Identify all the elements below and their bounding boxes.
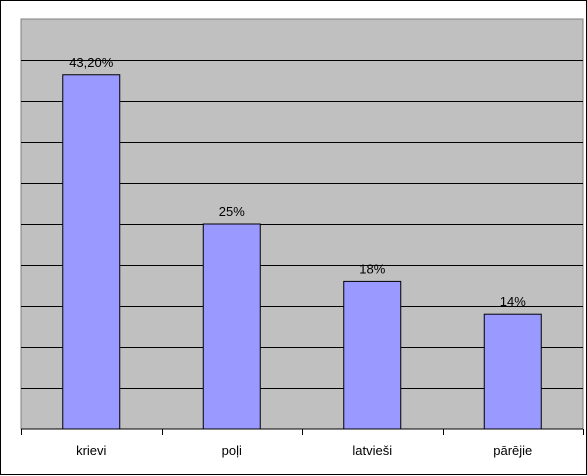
x-tick-labels: krievi poļi latvieši pārējie — [76, 443, 532, 458]
bar-3 — [483, 313, 542, 430]
data-labels: 43,20% 25% 18% 14% — [69, 55, 526, 309]
bar-0 — [62, 74, 121, 430]
bar-2 — [343, 280, 402, 430]
bar-1 — [202, 223, 261, 430]
x-ticks — [21, 429, 584, 435]
data-label-0: 43,20% — [69, 55, 114, 70]
x-tick-label-3: pārējie — [493, 443, 532, 458]
data-label-3: 14% — [500, 294, 526, 309]
x-tick-label-0: krievi — [76, 443, 106, 458]
data-label-2: 18% — [359, 261, 385, 276]
data-label-1: 25% — [219, 204, 245, 219]
bars — [62, 74, 542, 430]
x-tick-label-1: poļi — [222, 443, 242, 458]
x-tick-label-2: latvieši — [352, 443, 392, 458]
